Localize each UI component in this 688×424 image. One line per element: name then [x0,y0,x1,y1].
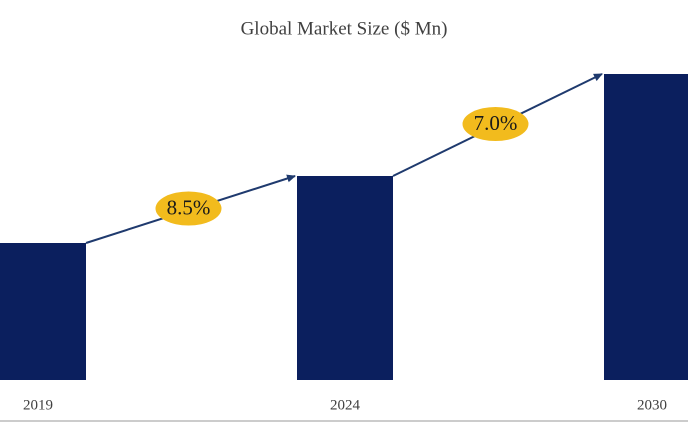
growth-badge [462,107,529,141]
x-tick-label: 2019 [23,397,53,413]
bar [297,176,393,380]
x-tick-label: 2024 [330,397,361,413]
x-tick-label: 2030 [637,397,667,413]
growth-label: 7.0% [474,111,518,135]
growth-badge [155,191,222,226]
bar [0,243,86,380]
growth-label: 8.5% [167,195,211,219]
chart-title: Global Market Size ($ Mn) [241,18,448,39]
bar [604,74,688,380]
